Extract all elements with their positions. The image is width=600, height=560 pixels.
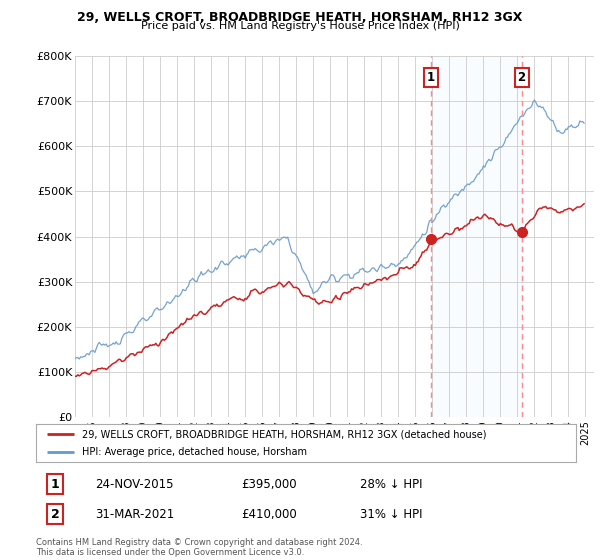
Text: £395,000: £395,000 <box>241 478 297 491</box>
Text: 1: 1 <box>50 478 59 491</box>
Text: 31% ↓ HPI: 31% ↓ HPI <box>360 507 422 521</box>
Text: £410,000: £410,000 <box>241 507 297 521</box>
Text: Contains HM Land Registry data © Crown copyright and database right 2024.
This d: Contains HM Land Registry data © Crown c… <box>36 538 362 557</box>
Text: 29, WELLS CROFT, BROADBRIDGE HEATH, HORSHAM, RH12 3GX (detached house): 29, WELLS CROFT, BROADBRIDGE HEATH, HORS… <box>82 429 487 439</box>
Text: 31-MAR-2021: 31-MAR-2021 <box>95 507 175 521</box>
Text: 24-NOV-2015: 24-NOV-2015 <box>95 478 174 491</box>
Text: HPI: Average price, detached house, Horsham: HPI: Average price, detached house, Hors… <box>82 447 307 457</box>
Text: 2: 2 <box>518 71 526 84</box>
Text: 1: 1 <box>427 71 435 84</box>
Bar <box>431 56 521 417</box>
Text: 2: 2 <box>50 507 59 521</box>
Text: Price paid vs. HM Land Registry's House Price Index (HPI): Price paid vs. HM Land Registry's House … <box>140 21 460 31</box>
Text: 29, WELLS CROFT, BROADBRIDGE HEATH, HORSHAM, RH12 3GX: 29, WELLS CROFT, BROADBRIDGE HEATH, HORS… <box>77 11 523 24</box>
Text: 28% ↓ HPI: 28% ↓ HPI <box>360 478 422 491</box>
